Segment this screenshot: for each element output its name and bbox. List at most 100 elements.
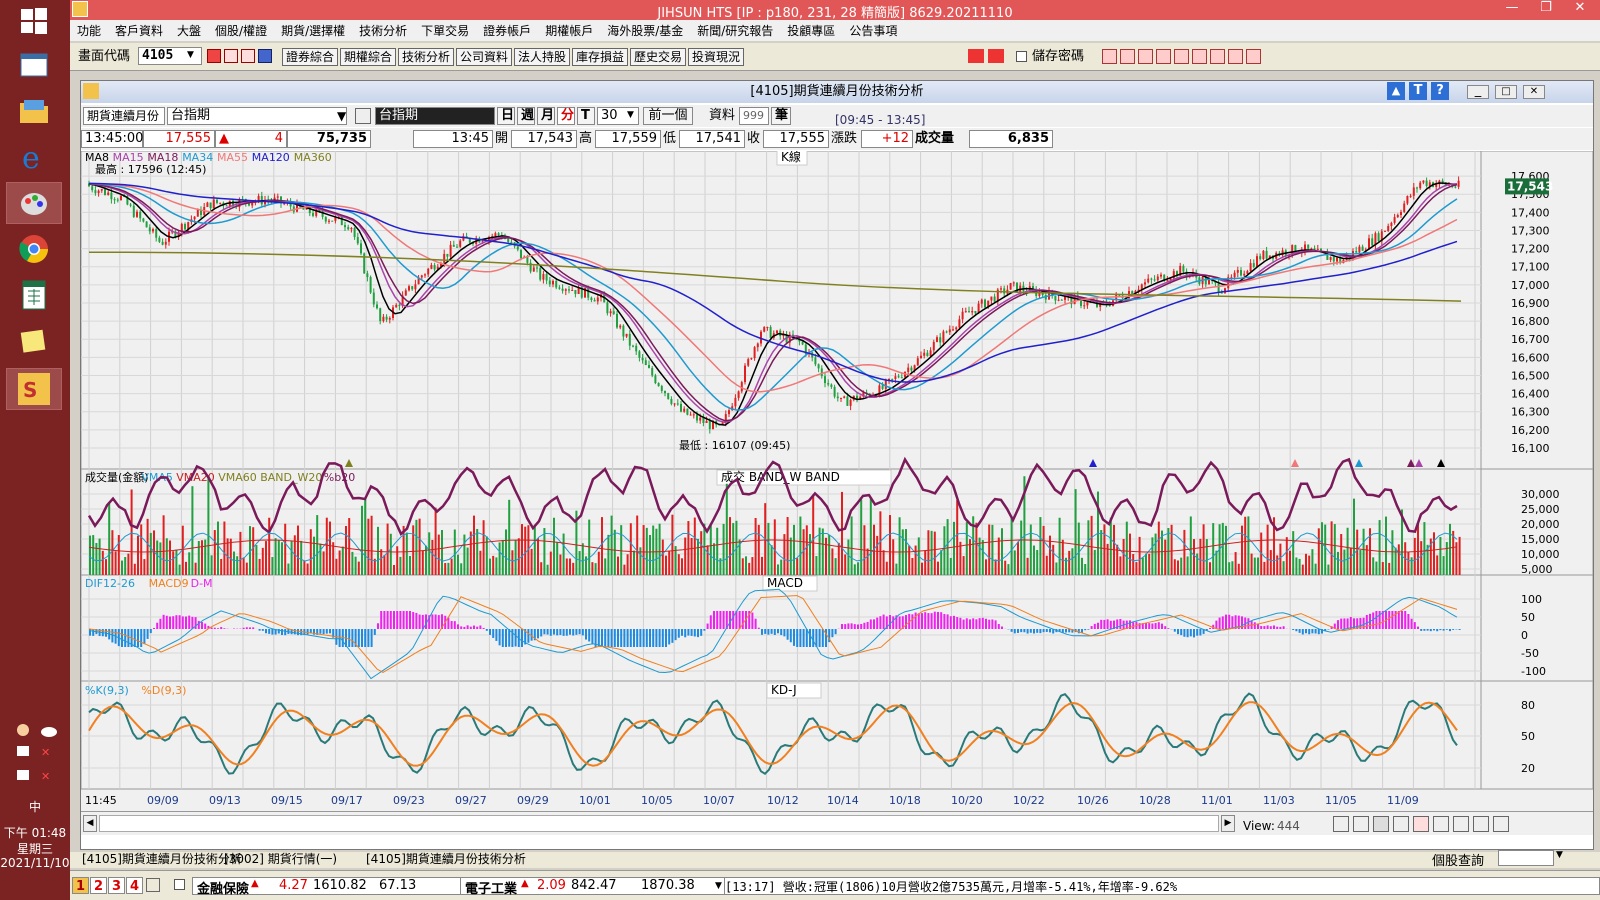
- chart-tool-icon[interactable]: [1333, 816, 1349, 832]
- menu-item[interactable]: 大盤: [177, 24, 202, 38]
- sub-close-icon[interactable]: ✕: [1523, 85, 1545, 99]
- period-button[interactable]: 分: [557, 107, 575, 125]
- scroll-track[interactable]: [99, 815, 1219, 832]
- menu-item[interactable]: 新聞/研究報告: [697, 24, 774, 38]
- tool-icon[interactable]: [1174, 49, 1189, 64]
- tool-icon[interactable]: [1138, 49, 1153, 64]
- index2-dropdown-icon[interactable]: ▼: [715, 881, 722, 891]
- window-red-icon[interactable]: [224, 49, 238, 63]
- menu-item[interactable]: 個股/權證: [215, 24, 268, 38]
- scroll-right-icon[interactable]: ▶: [1221, 815, 1235, 832]
- zoom-icon[interactable]: [1373, 816, 1389, 832]
- stock-query-input[interactable]: [1498, 850, 1554, 866]
- menu-item[interactable]: 客戶資料: [115, 24, 164, 38]
- period-button[interactable]: 月: [537, 107, 555, 125]
- toolbar-button[interactable]: 歷史交易: [630, 48, 687, 66]
- jihsun-hts-taskbar-icon[interactable]: S: [6, 368, 62, 410]
- toolbar-button[interactable]: 法人持股: [514, 48, 571, 66]
- chart-tool-icon[interactable]: [1433, 816, 1449, 832]
- window-tab[interactable]: [4105]期貨連續月份技術分析: [82, 852, 242, 866]
- sub-minimize-icon[interactable]: _: [1467, 84, 1489, 99]
- refresh-icon[interactable]: [1393, 816, 1409, 832]
- tool-icon[interactable]: [1192, 49, 1207, 64]
- interval-dropdown-icon[interactable]: ▼: [627, 110, 634, 120]
- menu-item[interactable]: 功能: [77, 24, 102, 38]
- toolbar-button[interactable]: 證券綜合: [282, 48, 339, 66]
- layout-button[interactable]: 4: [126, 877, 143, 894]
- save-password-checkbox[interactable]: [1016, 51, 1027, 62]
- minimize-icon[interactable]: —: [1505, 0, 1519, 15]
- restore-icon[interactable]: ❐: [1540, 0, 1552, 15]
- index-ticker-2[interactable]: 電子工業 ▲ 2.09 842.47 1870.38 ▼: [460, 877, 728, 897]
- sub-maximize-icon[interactable]: □: [1495, 85, 1517, 99]
- technical-chart[interactable]: 17,60017,50017,40017,30017,20017,10017,0…: [81, 151, 1593, 811]
- index-ticker-1[interactable]: 金融保險 ▲ 4.27 1610.82 67.13 ▼: [192, 877, 476, 897]
- windows-start-icon[interactable]: [6, 0, 62, 42]
- text-tool-icon[interactable]: T: [1409, 82, 1427, 100]
- dropdown-blue-icon[interactable]: [258, 49, 272, 63]
- layout-button[interactable]: 2: [90, 877, 107, 894]
- nav-left-icon[interactable]: [968, 49, 984, 63]
- tool-icon[interactable]: [1228, 49, 1243, 64]
- window-app-icon[interactable]: [6, 44, 62, 86]
- symbol-search-icon[interactable]: [355, 108, 371, 124]
- toolbar-button[interactable]: 庫存損益: [572, 48, 629, 66]
- paint-icon[interactable]: [6, 182, 62, 224]
- internet-explorer-icon[interactable]: e: [6, 136, 62, 178]
- tool-icon[interactable]: [1102, 49, 1117, 64]
- window-tab[interactable]: [3002] 期貨行情(一): [224, 852, 338, 866]
- toolbar-button[interactable]: 投資現況: [688, 48, 745, 66]
- layout-button[interactable]: 1: [72, 877, 89, 894]
- file-explorer-icon[interactable]: [6, 90, 62, 132]
- prev-button[interactable]: 前一個: [643, 107, 693, 125]
- ime-indicator[interactable]: 中: [28, 800, 41, 814]
- data-count-input[interactable]: 999: [739, 107, 769, 125]
- menu-item[interactable]: 公告事項: [849, 24, 898, 38]
- chevron-down-icon[interactable]: ▼: [187, 50, 194, 60]
- lock-icon[interactable]: [146, 878, 160, 892]
- data-count-unit[interactable]: 筆: [771, 107, 791, 125]
- help-icon[interactable]: ?: [1431, 82, 1449, 100]
- tool-icon[interactable]: [1120, 49, 1135, 64]
- print-red-icon[interactable]: [241, 49, 255, 63]
- period-button[interactable]: 週: [517, 107, 535, 125]
- symbol-input[interactable]: 台指期: [167, 107, 347, 125]
- sort-up-icon[interactable]: ▲: [1387, 82, 1405, 100]
- menu-item[interactable]: 期貨/選擇權: [281, 24, 346, 38]
- status-checkbox[interactable]: [174, 879, 185, 890]
- product-select[interactable]: 期貨連續月份: [83, 107, 165, 125]
- menu-item[interactable]: 下單交易: [421, 24, 470, 38]
- sticky-notes-icon[interactable]: [6, 320, 62, 362]
- menu-item[interactable]: 期權帳戶: [545, 24, 594, 38]
- window-tab[interactable]: [4105]期貨連續月份技術分析: [366, 852, 526, 866]
- pencil-icon[interactable]: [1473, 816, 1489, 832]
- period-button[interactable]: 日: [497, 107, 515, 125]
- chart-tool-icon[interactable]: [1453, 816, 1469, 832]
- gear-icon[interactable]: [1493, 816, 1509, 832]
- close-icon[interactable]: ✕: [1574, 0, 1586, 15]
- menu-item[interactable]: 投顧專區: [787, 24, 836, 38]
- menu-item[interactable]: 海外股票/基金: [607, 24, 684, 38]
- menu-item[interactable]: 證券帳戶: [483, 24, 532, 38]
- menu-item[interactable]: 技術分析: [359, 24, 408, 38]
- search-red-icon[interactable]: [207, 49, 221, 63]
- spreadsheet-icon[interactable]: [6, 274, 62, 316]
- tool-icon[interactable]: [1210, 49, 1225, 64]
- chart-tool-icon[interactable]: [1353, 816, 1369, 832]
- tool-icon[interactable]: [1156, 49, 1171, 64]
- interval-select[interactable]: 30: [597, 107, 639, 125]
- stock-query-dropdown-icon[interactable]: ▼: [1556, 850, 1563, 860]
- symbol-dropdown-icon[interactable]: ▼: [337, 109, 347, 123]
- chart-tool-icon[interactable]: [1413, 816, 1429, 832]
- scroll-left-icon[interactable]: ◀: [83, 815, 97, 832]
- period-button[interactable]: T: [577, 107, 595, 125]
- toolbar-button[interactable]: 技術分析: [398, 48, 455, 66]
- code-input[interactable]: 4105: [138, 47, 202, 65]
- news-ticker[interactable]: [13:17] 營收:冠軍(1806)10月營收2億7535萬元,月增率-5.4…: [724, 877, 1600, 895]
- layout-button[interactable]: 3: [108, 877, 125, 894]
- tool-icon[interactable]: [1246, 49, 1261, 64]
- nav-right-icon[interactable]: [988, 49, 1004, 63]
- toolbar-button[interactable]: 期權綜合: [340, 48, 397, 66]
- toolbar-button[interactable]: 公司資料: [456, 48, 513, 66]
- chrome-icon[interactable]: [6, 228, 62, 270]
